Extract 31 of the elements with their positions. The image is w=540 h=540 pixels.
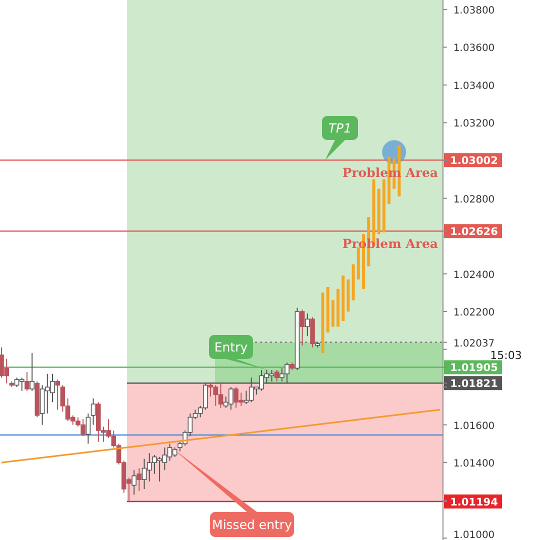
candlestick xyxy=(4,358,9,384)
candlestick xyxy=(30,352,34,392)
candlestick xyxy=(305,312,310,337)
y-tick-label: 1.01400 xyxy=(453,458,495,470)
y-tick-label: 1.01821 xyxy=(450,378,498,390)
candlestick xyxy=(86,412,91,444)
y-tick-label: 1.02037 xyxy=(453,338,495,350)
y-tick-label: 1.02800 xyxy=(453,194,495,206)
candlestick xyxy=(300,309,305,346)
y-tick-label: 1.03400 xyxy=(453,80,495,92)
candlestick xyxy=(24,371,30,392)
y-tick-label: 1.03800 xyxy=(453,5,495,16)
annotation: Missed entry xyxy=(212,517,293,532)
y-tick-label: 1.02200 xyxy=(453,308,495,319)
y-tick-label: 1.02626 xyxy=(450,226,498,238)
candlestick xyxy=(132,470,136,496)
y-tick-label: 1.03200 xyxy=(453,118,495,130)
y-tick-label: 1.01194 xyxy=(450,496,498,508)
candlestick xyxy=(90,398,96,426)
y-tick-label: 1.01000 xyxy=(453,530,495,540)
annotation: TP1 xyxy=(328,120,352,136)
candlestick xyxy=(274,370,280,382)
y-tick-label: 1.01905 xyxy=(450,362,498,374)
annotation: Entry xyxy=(214,340,248,354)
y-tick-label: 1.03002 xyxy=(450,155,498,168)
text: 15:03 xyxy=(490,349,522,362)
candlestick xyxy=(55,379,60,410)
y-tick-label: 1.02400 xyxy=(453,270,495,281)
y-tick-label: 1.03600 xyxy=(453,43,495,54)
y-tick-label: 1.01600 xyxy=(453,420,495,432)
candlestick xyxy=(136,468,142,492)
